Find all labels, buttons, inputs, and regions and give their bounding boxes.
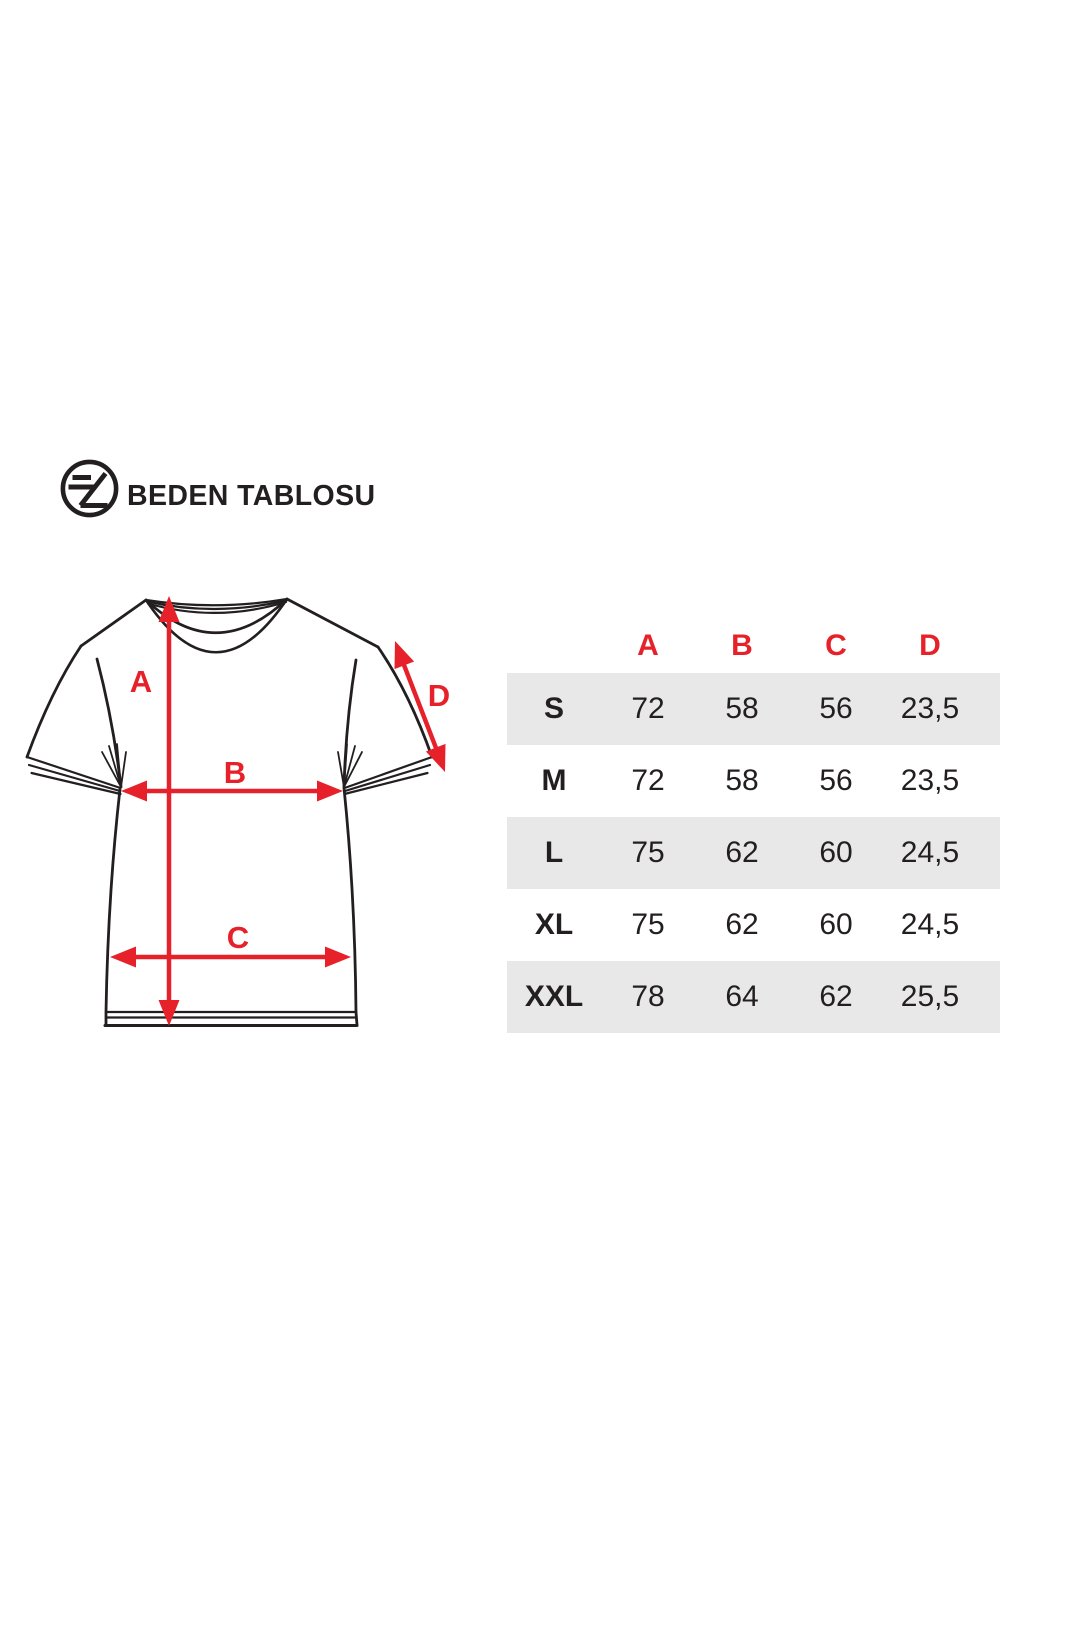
brand-logo-icon: [60, 459, 119, 518]
value-c: 60: [819, 908, 853, 941]
value-c: 56: [819, 764, 853, 797]
column-header-d: D: [919, 628, 941, 662]
size-table-header-row: A B C D: [507, 618, 1000, 673]
measure-arrow-d: [394, 641, 446, 772]
value-a: 75: [631, 836, 665, 869]
table-row-xxl: XXL 78 64 62 25,5: [507, 961, 1000, 1033]
value-d: 24,5: [900, 908, 960, 941]
size-table: A B C D S 72 58 56 23,5 M 72 58 56 23,5 …: [507, 618, 1000, 1033]
value-d: 23,5: [900, 764, 960, 797]
measure-arrow-a: [158, 596, 180, 1026]
value-c: 56: [819, 692, 853, 725]
value-a: 72: [631, 764, 665, 797]
size-label: XL: [534, 908, 574, 941]
column-header-b: B: [731, 628, 753, 662]
value-a: 75: [631, 908, 665, 941]
measure-label-a: A: [130, 664, 152, 699]
size-label: XXL: [524, 980, 584, 1013]
value-d: 23,5: [900, 692, 960, 725]
table-row-xl: XL 75 62 60 24,5: [507, 889, 1000, 961]
value-b: 58: [725, 692, 759, 725]
size-label: M: [541, 764, 567, 797]
size-label: L: [544, 836, 564, 869]
value-b: 58: [725, 764, 759, 797]
page-title: BEDEN TABLOSU: [127, 480, 376, 512]
measure-label-d: D: [428, 678, 450, 713]
value-b: 62: [725, 836, 759, 869]
value-c: 60: [819, 836, 853, 869]
table-row-s: S 72 58 56 23,5: [507, 673, 1000, 745]
tshirt-diagram: A B C D: [25, 596, 450, 1027]
value-b: 62: [725, 908, 759, 941]
measure-label-b: B: [224, 755, 246, 790]
value-a: 78: [631, 980, 665, 1013]
measure-arrow-b: [121, 780, 343, 802]
value-c: 62: [819, 980, 853, 1013]
tshirt-outline: [25, 597, 434, 1027]
table-row-m: M 72 58 56 23,5: [507, 745, 1000, 817]
value-a: 72: [631, 692, 665, 725]
measure-label-c: C: [227, 920, 249, 955]
size-label: S: [543, 692, 564, 725]
armpit-creases: [101, 743, 363, 788]
value-d: 24,5: [900, 836, 960, 869]
column-header-c: C: [825, 628, 847, 662]
value-d: 25,5: [900, 980, 960, 1013]
table-row-l: L 75 62 60 24,5: [507, 817, 1000, 889]
column-header-a: A: [637, 628, 659, 662]
value-b: 64: [725, 980, 759, 1013]
measure-arrow-c: [110, 946, 351, 968]
